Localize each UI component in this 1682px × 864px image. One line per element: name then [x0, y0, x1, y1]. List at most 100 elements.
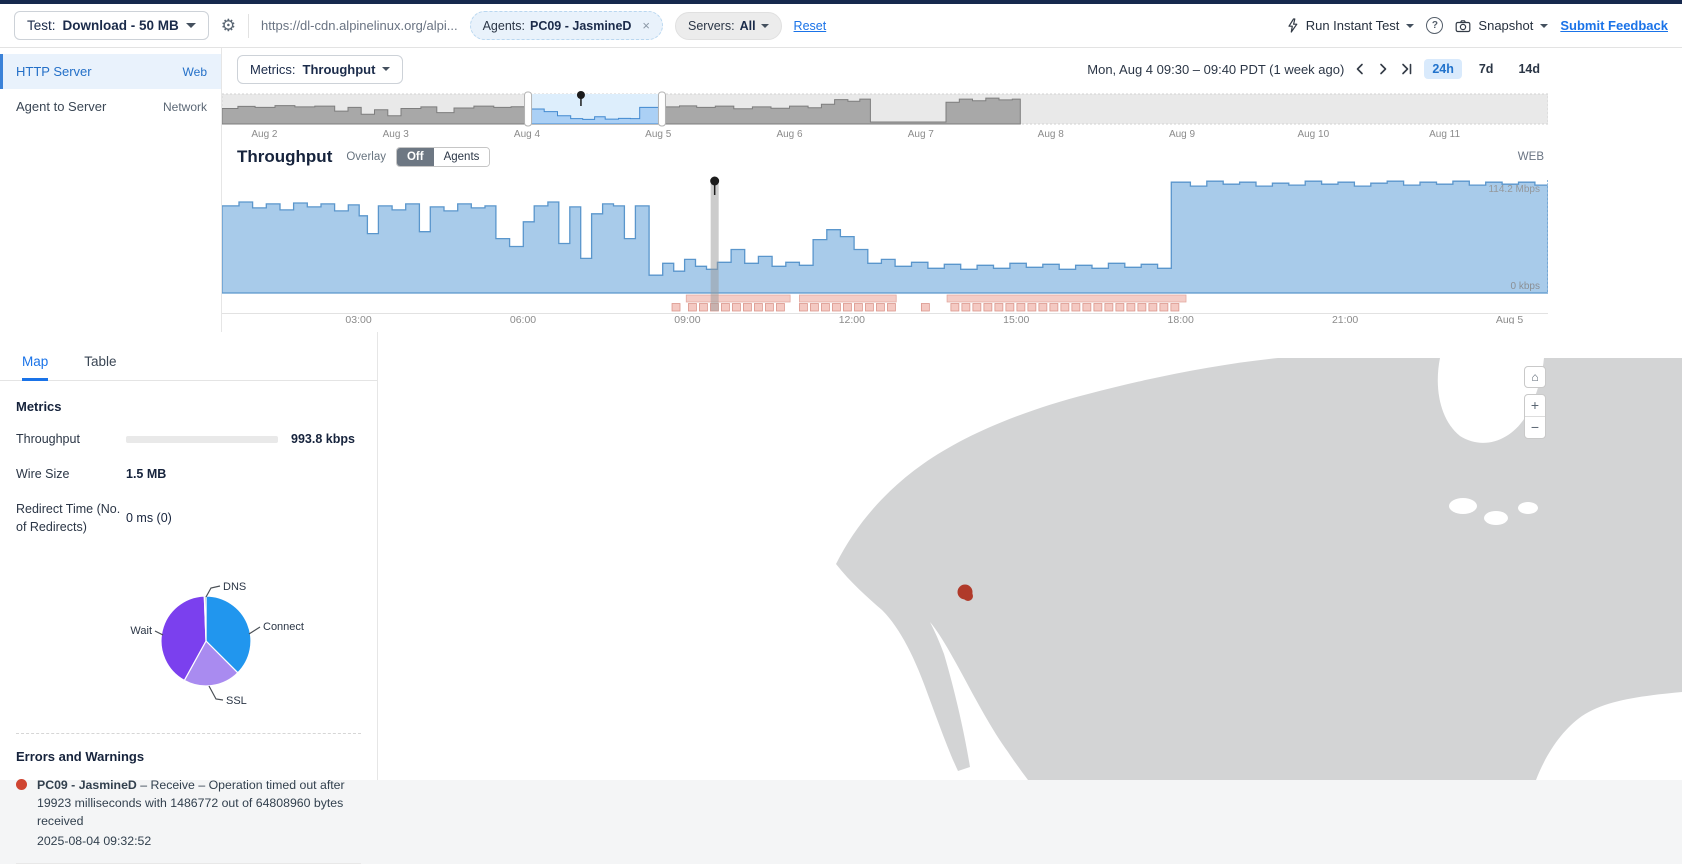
servers-label: Servers:	[688, 19, 735, 33]
range-14d-button[interactable]: 14d	[1510, 59, 1548, 79]
overlay-label: Overlay	[346, 151, 386, 163]
crosshair-bar[interactable]	[711, 182, 719, 311]
overview-axis-label: Aug 2	[251, 129, 278, 140]
sidebar: HTTP Server Web Agent to Server Network	[0, 48, 222, 332]
error-tick	[1006, 304, 1014, 312]
run-instant-test-label: Run Instant Test	[1306, 18, 1400, 33]
error-band	[947, 295, 1186, 302]
help-icon[interactable]: ?	[1426, 17, 1443, 34]
tab-table[interactable]: Table	[84, 354, 116, 381]
error-tick	[1061, 304, 1069, 312]
selected-round-pin	[710, 177, 719, 186]
lower-section: Map Table Metrics Throughput 993.8 kbps …	[0, 332, 1682, 780]
test-selector[interactable]: Test: Download - 50 MB	[14, 11, 209, 40]
reset-link[interactable]: Reset	[794, 19, 827, 33]
view-tabs: Map Table	[0, 332, 377, 381]
great-lake	[1484, 511, 1508, 525]
metric-row-redirect-time: Redirect Time (No. of Redirects) 0 ms (0…	[16, 500, 361, 536]
map-pane[interactable]: ⌂ + −	[378, 332, 1682, 780]
error-tick	[995, 304, 1003, 312]
overlay-off-option[interactable]: Off	[397, 148, 434, 166]
error-tick	[854, 304, 862, 312]
test-target-url: https://dl-cdn.alpinelinux.org/alpi...	[261, 18, 458, 33]
prev-round-button[interactable]	[1353, 62, 1367, 76]
brush-handle-left[interactable]	[525, 92, 532, 126]
chevron-down-icon	[382, 67, 390, 75]
test-label: Test:	[27, 18, 56, 33]
error-list-item[interactable]: PC09 - JasmineD – Receive – Operation ti…	[16, 776, 361, 864]
error-tick	[962, 304, 970, 312]
error-tick	[1017, 304, 1025, 312]
error-text: PC09 - JasmineD – Receive – Operation ti…	[37, 776, 361, 851]
chart-title: Throughput	[237, 147, 332, 167]
snapshot-label: Snapshot	[1478, 18, 1533, 33]
world-map[interactable]	[378, 358, 1682, 780]
great-lake	[1518, 502, 1538, 514]
error-tick	[743, 304, 751, 312]
sidebar-item-agent-to-server[interactable]: Agent to Server Network	[0, 89, 221, 124]
map-zoom-in-button[interactable]: +	[1525, 395, 1545, 416]
metric-row-wire-size: Wire Size 1.5 MB	[16, 465, 361, 483]
time-axis-label: 18:00	[1168, 314, 1194, 324]
time-axis-label: 06:00	[510, 314, 536, 324]
sidebar-item-category: Web	[183, 65, 207, 79]
submit-feedback-link[interactable]: Submit Feedback	[1560, 18, 1668, 33]
pie-slice-label: Wait	[130, 625, 152, 637]
y-max-label: 114.2 Mbps	[1488, 184, 1540, 195]
agents-filter-pill[interactable]: Agents: PC09 - JasmineD ×	[470, 11, 663, 40]
chart-title-row: Throughput Overlay Off Agents WEB	[222, 140, 1548, 174]
overview-axis-label: Aug 7	[908, 129, 935, 140]
latest-round-button[interactable]	[1399, 62, 1415, 76]
error-tick	[1072, 304, 1080, 312]
error-tick	[721, 304, 729, 312]
close-icon[interactable]: ×	[642, 18, 650, 33]
tab-map[interactable]: Map	[22, 354, 48, 381]
range-24h-button[interactable]: 24h	[1424, 59, 1462, 79]
chevron-down-icon	[186, 23, 196, 33]
snapshot-button[interactable]: Snapshot	[1455, 18, 1548, 33]
views-main-row: HTTP Server Web Agent to Server Network …	[0, 48, 1682, 332]
chevron-down-icon	[1406, 24, 1414, 32]
metric-value: 993.8 kbps	[291, 432, 355, 446]
layer-badge: WEB	[1518, 151, 1548, 163]
servers-filter-pill[interactable]: Servers: All	[675, 12, 782, 40]
map-home-button[interactable]: ⌂	[1524, 366, 1546, 388]
run-instant-test-button[interactable]: Run Instant Test	[1286, 18, 1415, 33]
throughput-bar	[126, 436, 278, 443]
sidebar-item-http-server[interactable]: HTTP Server Web	[0, 54, 221, 89]
great-lake	[1449, 498, 1477, 514]
overview-axis-label: Aug 10	[1297, 129, 1329, 140]
error-tick	[672, 304, 680, 312]
overview-axis-label: Aug 4	[514, 129, 541, 140]
brush-handle-right[interactable]	[658, 92, 665, 126]
range-7d-button[interactable]: 7d	[1471, 59, 1502, 79]
errors-heading: Errors and Warnings	[16, 749, 361, 764]
error-tick	[876, 304, 884, 312]
error-tick	[1105, 304, 1113, 312]
next-round-button[interactable]	[1376, 62, 1390, 76]
pie-label-leader	[249, 627, 260, 634]
chevron-down-icon	[761, 24, 769, 32]
chart-toolbar: Metrics: Throughput Mon, Aug 4 09:30 – 0…	[222, 48, 1548, 90]
map-zoom-controls: + −	[1524, 394, 1546, 439]
metric-label: Wire Size	[16, 465, 126, 483]
camera-icon	[1455, 19, 1471, 33]
error-tick	[699, 304, 707, 312]
servers-value: All	[740, 19, 756, 33]
overlay-toggle: Off Agents	[396, 147, 490, 167]
overlay-agents-option[interactable]: Agents	[434, 148, 490, 166]
error-tick	[1028, 304, 1036, 312]
error-tick	[865, 304, 873, 312]
map-zoom-out-button[interactable]: −	[1525, 416, 1545, 438]
overview-axis-label: Aug 11	[1429, 129, 1460, 140]
time-axis-label: 09:00	[674, 314, 700, 324]
error-tick	[776, 304, 784, 312]
chart-section: Metrics: Throughput Mon, Aug 4 09:30 – 0…	[222, 48, 1682, 332]
error-tick	[732, 304, 740, 312]
gear-icon[interactable]: ⚙	[221, 17, 236, 34]
metrics-selector[interactable]: Metrics: Throughput	[237, 55, 403, 84]
error-tick	[843, 304, 851, 312]
